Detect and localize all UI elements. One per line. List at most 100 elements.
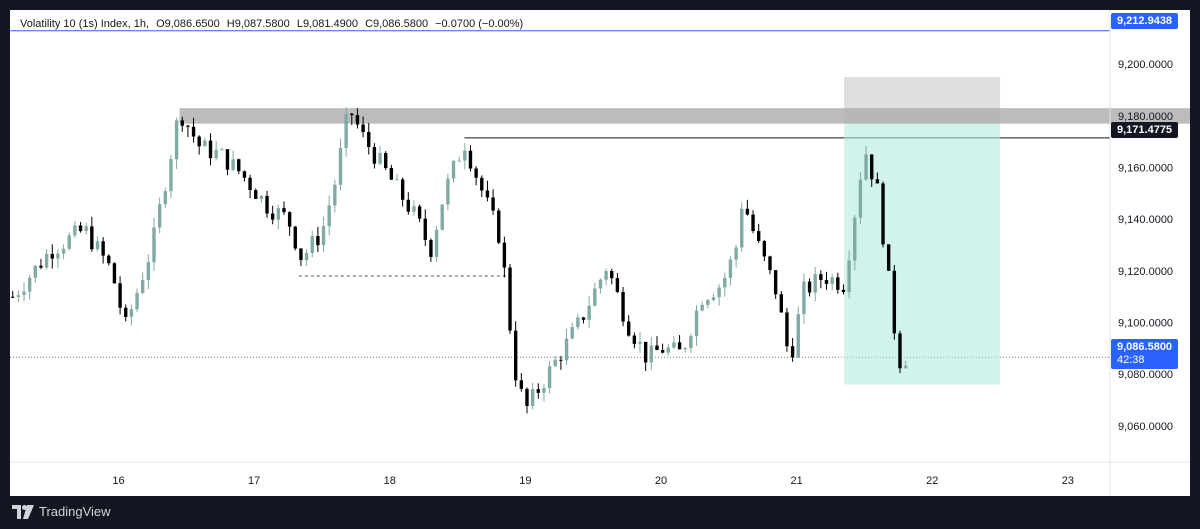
- price-chart[interactable]: 9,060.0000 9,080.0000 9,100.0000 9,120.0000…: [10, 10, 1190, 496]
- candle-body: [197, 136, 201, 147]
- resistance-zone: [179, 108, 1190, 124]
- candle-body: [344, 113, 348, 149]
- candle-body: [44, 253, 49, 268]
- candle-body: [457, 160, 461, 162]
- candle-body: [536, 389, 540, 393]
- tradingview-logo-icon: [12, 504, 34, 519]
- x-tick-label: 19: [519, 475, 531, 487]
- candle-body: [643, 341, 648, 363]
- candle-body: [203, 140, 207, 147]
- current-price-label: 9,086.5800: [1117, 341, 1173, 353]
- candle-body: [254, 190, 258, 199]
- candle-body: [299, 248, 303, 261]
- candle-body: [208, 140, 213, 159]
- price-tag-level-line: 9,171.4775: [1111, 122, 1179, 138]
- candle-body: [570, 327, 574, 339]
- candle-body: [807, 281, 812, 293]
- candle-body: [191, 126, 196, 137]
- candle-body: [231, 159, 235, 170]
- x-tick-label: 23: [1062, 475, 1074, 487]
- symbol-label: Volatility 10 (1s) Index, 1h,: [20, 18, 150, 30]
- footer-bar: TradingView: [0, 496, 1200, 529]
- candle-body: [468, 150, 473, 169]
- candle-body: [338, 148, 343, 185]
- candle-body: [417, 206, 422, 219]
- candle-body: [355, 115, 360, 125]
- candle-body: [768, 256, 772, 271]
- candle-body: [740, 208, 744, 248]
- candle-body: [412, 206, 416, 212]
- candle-body: [242, 171, 247, 178]
- candle-body: [16, 295, 21, 297]
- y-tick-label: 9,160.0000: [1118, 163, 1173, 175]
- candle-body: [39, 265, 43, 268]
- candle-body: [270, 213, 275, 220]
- candle-body: [423, 218, 427, 241]
- candle-body: [259, 195, 264, 199]
- candle-body: [321, 226, 326, 246]
- high-value: H9,087.5800: [226, 18, 290, 30]
- candle-body: [22, 291, 26, 296]
- candle-body: [858, 179, 863, 218]
- x-tick-label: 18: [384, 475, 396, 487]
- candle-body: [627, 321, 631, 336]
- candle-body: [497, 210, 501, 243]
- candle-body: [790, 346, 795, 358]
- candle-body: [649, 345, 654, 363]
- candle-body: [870, 154, 874, 180]
- y-tick-label: 9,080.0000: [1118, 369, 1173, 381]
- candle-body: [384, 152, 388, 169]
- candle-body: [898, 333, 902, 369]
- candle-body: [101, 241, 105, 256]
- candle-body: [67, 235, 71, 249]
- candle-body: [847, 260, 851, 292]
- candle-body: [146, 262, 151, 281]
- candle-body: [796, 314, 800, 358]
- candle-body: [836, 277, 840, 290]
- candle-body: [706, 300, 710, 305]
- candle-body: [310, 236, 314, 253]
- candle-body: [593, 288, 597, 306]
- candle-body: [440, 204, 444, 230]
- candle-body: [700, 304, 704, 311]
- candle-body: [519, 380, 524, 389]
- candle-body: [400, 179, 405, 200]
- candle-body: [169, 159, 173, 192]
- candle-body: [875, 179, 880, 184]
- candle-body: [463, 150, 467, 161]
- chart-frame[interactable]: 9,060.0000 9,080.0000 9,100.0000 9,120.0000…: [10, 10, 1190, 496]
- candle-body: [214, 149, 218, 159]
- candles-layer: [11, 107, 908, 414]
- candle-body: [553, 359, 557, 367]
- candle-body: [237, 159, 241, 172]
- candle-body: [598, 279, 603, 289]
- candle-body: [129, 309, 134, 317]
- candle-body: [327, 205, 331, 227]
- candle-body: [677, 342, 682, 350]
- candle-body: [513, 330, 518, 381]
- candle-body: [56, 253, 60, 259]
- candle-body: [276, 208, 281, 220]
- candle-body: [773, 270, 778, 295]
- candle-body: [581, 317, 586, 320]
- candle-body: [491, 197, 495, 211]
- price-tag-current: 9,086.5800 42:38: [1111, 339, 1179, 369]
- candle-body: [841, 289, 846, 292]
- candle-body: [350, 113, 354, 116]
- candle-body: [293, 226, 297, 249]
- candle-body: [689, 336, 693, 349]
- candle-body: [180, 120, 184, 126]
- candle-body: [372, 147, 377, 164]
- candle-body: [530, 389, 535, 407]
- candle-body: [95, 241, 100, 250]
- candle-body: [864, 154, 868, 180]
- candle-body: [316, 236, 320, 246]
- candle-body: [824, 280, 829, 284]
- candle-body: [610, 271, 614, 279]
- candle-body: [378, 152, 382, 164]
- candle-body: [734, 247, 738, 260]
- candle-body: [474, 168, 478, 178]
- candle-body: [881, 183, 885, 245]
- tradingview-logo[interactable]: TradingView: [12, 504, 111, 519]
- candle-body: [446, 178, 450, 205]
